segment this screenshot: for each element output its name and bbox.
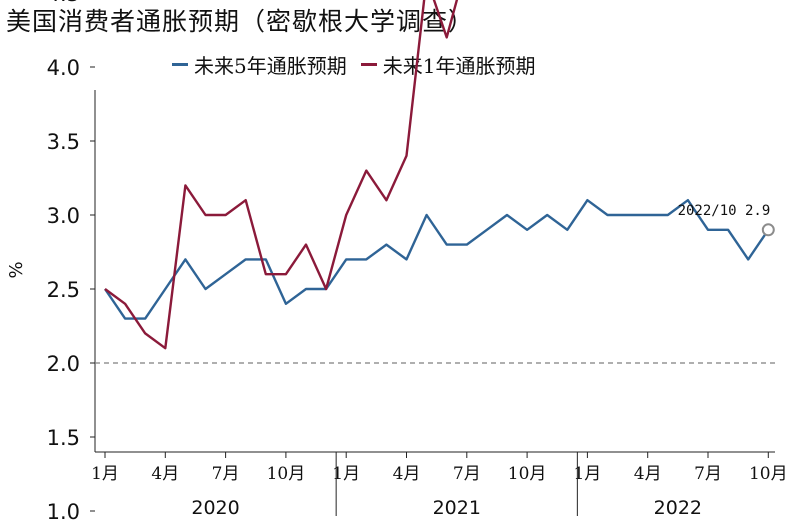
y-tick-label: 4.5 [47,0,80,6]
data-annotation: 2022/10 2.9 [678,203,771,219]
legend: 未来5年通胀预期 未来1年通胀预期 [172,50,549,79]
y-tick-label: 1.5 [47,426,80,450]
series-line-5y [104,198,770,320]
legend-swatch-5y [172,63,188,66]
x-tick-label: 10月 [749,464,786,484]
year-label: 2020 [191,497,239,519]
x-tick-label: 7月 [212,464,240,484]
y-tick-label: 2.0 [47,352,80,376]
legend-item-1y: 未来1年通胀预期 [360,50,536,79]
series-line-1y [104,0,459,350]
x-tick-label: 1月 [573,464,601,484]
x-tick-label: 1月 [91,464,119,484]
y-tick-label: 4.0 [47,56,80,80]
y-tick-label: 3.0 [47,204,80,228]
y-tick-label: 1.0 [47,500,80,521]
legend-label-5y: 未来5年通胀预期 [194,54,347,78]
year-label: 2022 [654,497,702,519]
x-tick-label: 7月 [694,464,722,484]
y-axis-label: % [6,261,27,278]
chart-title: 美国消费者通胀预期（密歇根大学调查） [6,7,475,36]
x-tick-label: 10月 [508,464,547,484]
x-tick-label: 7月 [453,464,481,484]
end-point-marker [761,223,775,237]
x-tick-label: 10月 [267,464,306,484]
legend-swatch-1y [360,63,377,66]
x-tick-label: 1月 [332,464,360,484]
legend-item-5y: 未来5年通胀预期 [172,50,347,79]
y-tick-label: 3.5 [47,130,80,154]
x-tick-label: 4月 [393,464,421,484]
x-tick-label: 4月 [151,464,179,484]
y-tick-label: 2.5 [47,278,80,302]
x-tick-label: 4月 [634,464,662,484]
year-label: 2021 [433,497,481,519]
legend-label-1y: 未来1年通胀预期 [382,54,536,78]
